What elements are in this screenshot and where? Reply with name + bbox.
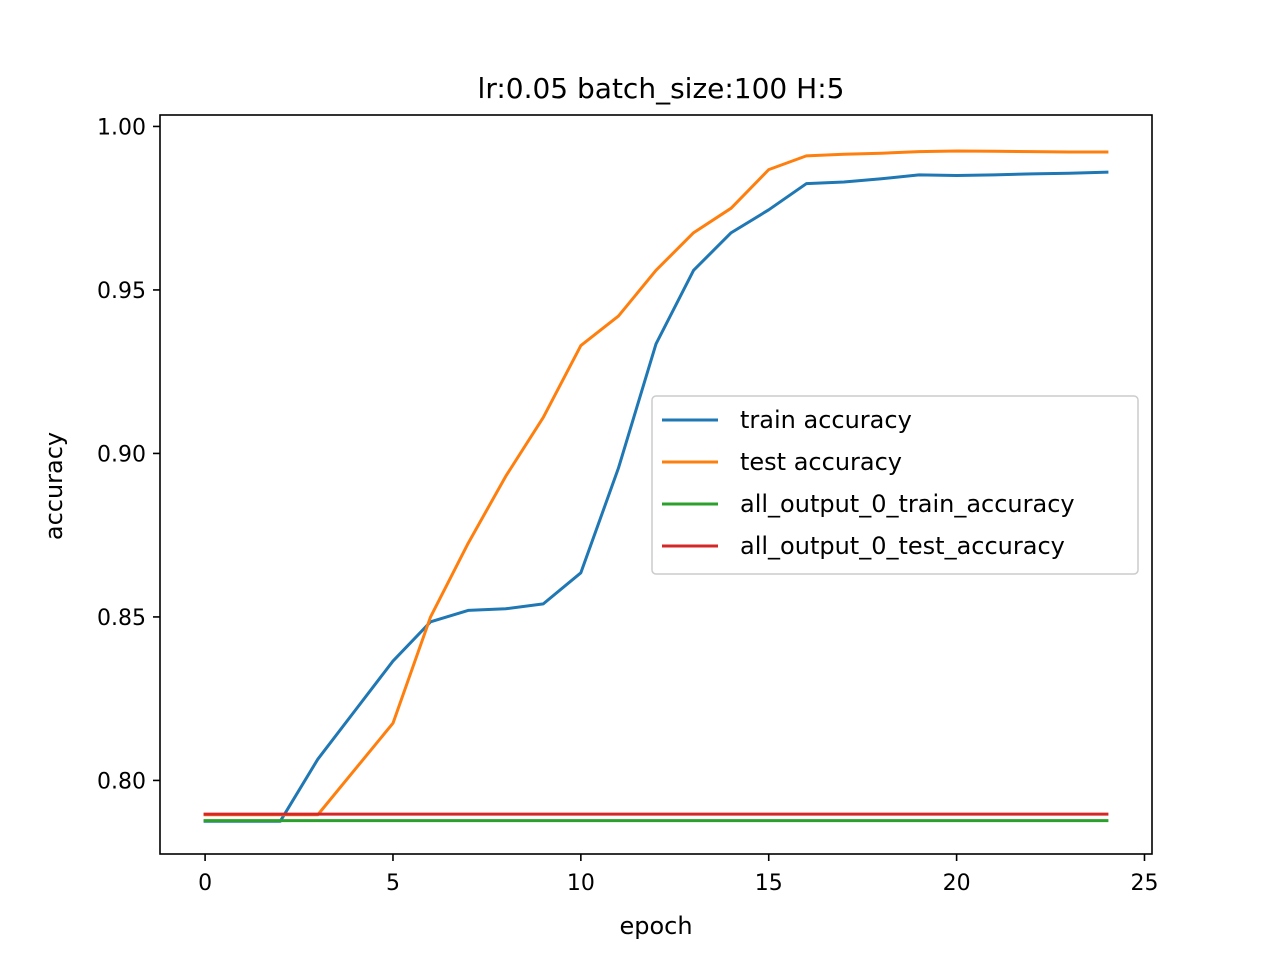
x-axis-label: epoch [619,912,692,940]
y-tick-label: 0.95 [97,279,146,304]
y-tick-label: 0.80 [97,769,146,794]
y-axis-ticks: 0.80 0.85 0.90 0.95 1.00 [97,115,160,794]
x-tick-label: 10 [567,871,595,896]
series-line-2 [203,149,1109,817]
y-axis-label: accuracy [40,432,68,540]
legend-label: train accuracy [740,406,912,434]
x-tick-label: 25 [1130,871,1158,896]
axes-frame [159,114,1153,855]
legend-label: all_output_0_train_accuracy [740,490,1075,518]
y-tick-label: 0.85 [97,606,146,631]
x-tick-label: 20 [943,871,971,896]
chart-title: lr:0.05 batch_size:100 H:5 [478,72,845,105]
y-tick-label: 1.00 [97,115,146,140]
legend: train accuracy test accuracy all_output_0_… [651,395,1139,575]
x-tick-label: 15 [755,871,783,896]
plot-area [159,114,1153,855]
legend-label: test accuracy [740,448,902,476]
y-tick-label: 0.90 [97,442,146,467]
x-tick-label: 5 [386,871,400,896]
legend-frame [651,395,1139,575]
series-lines [203,149,1109,823]
x-axis-ticks: 0 5 10 15 20 25 [198,854,1158,896]
x-tick-label: 0 [198,871,212,896]
series-line-1 [203,170,1109,823]
legend-label: all_output_0_test_accuracy [740,532,1065,560]
